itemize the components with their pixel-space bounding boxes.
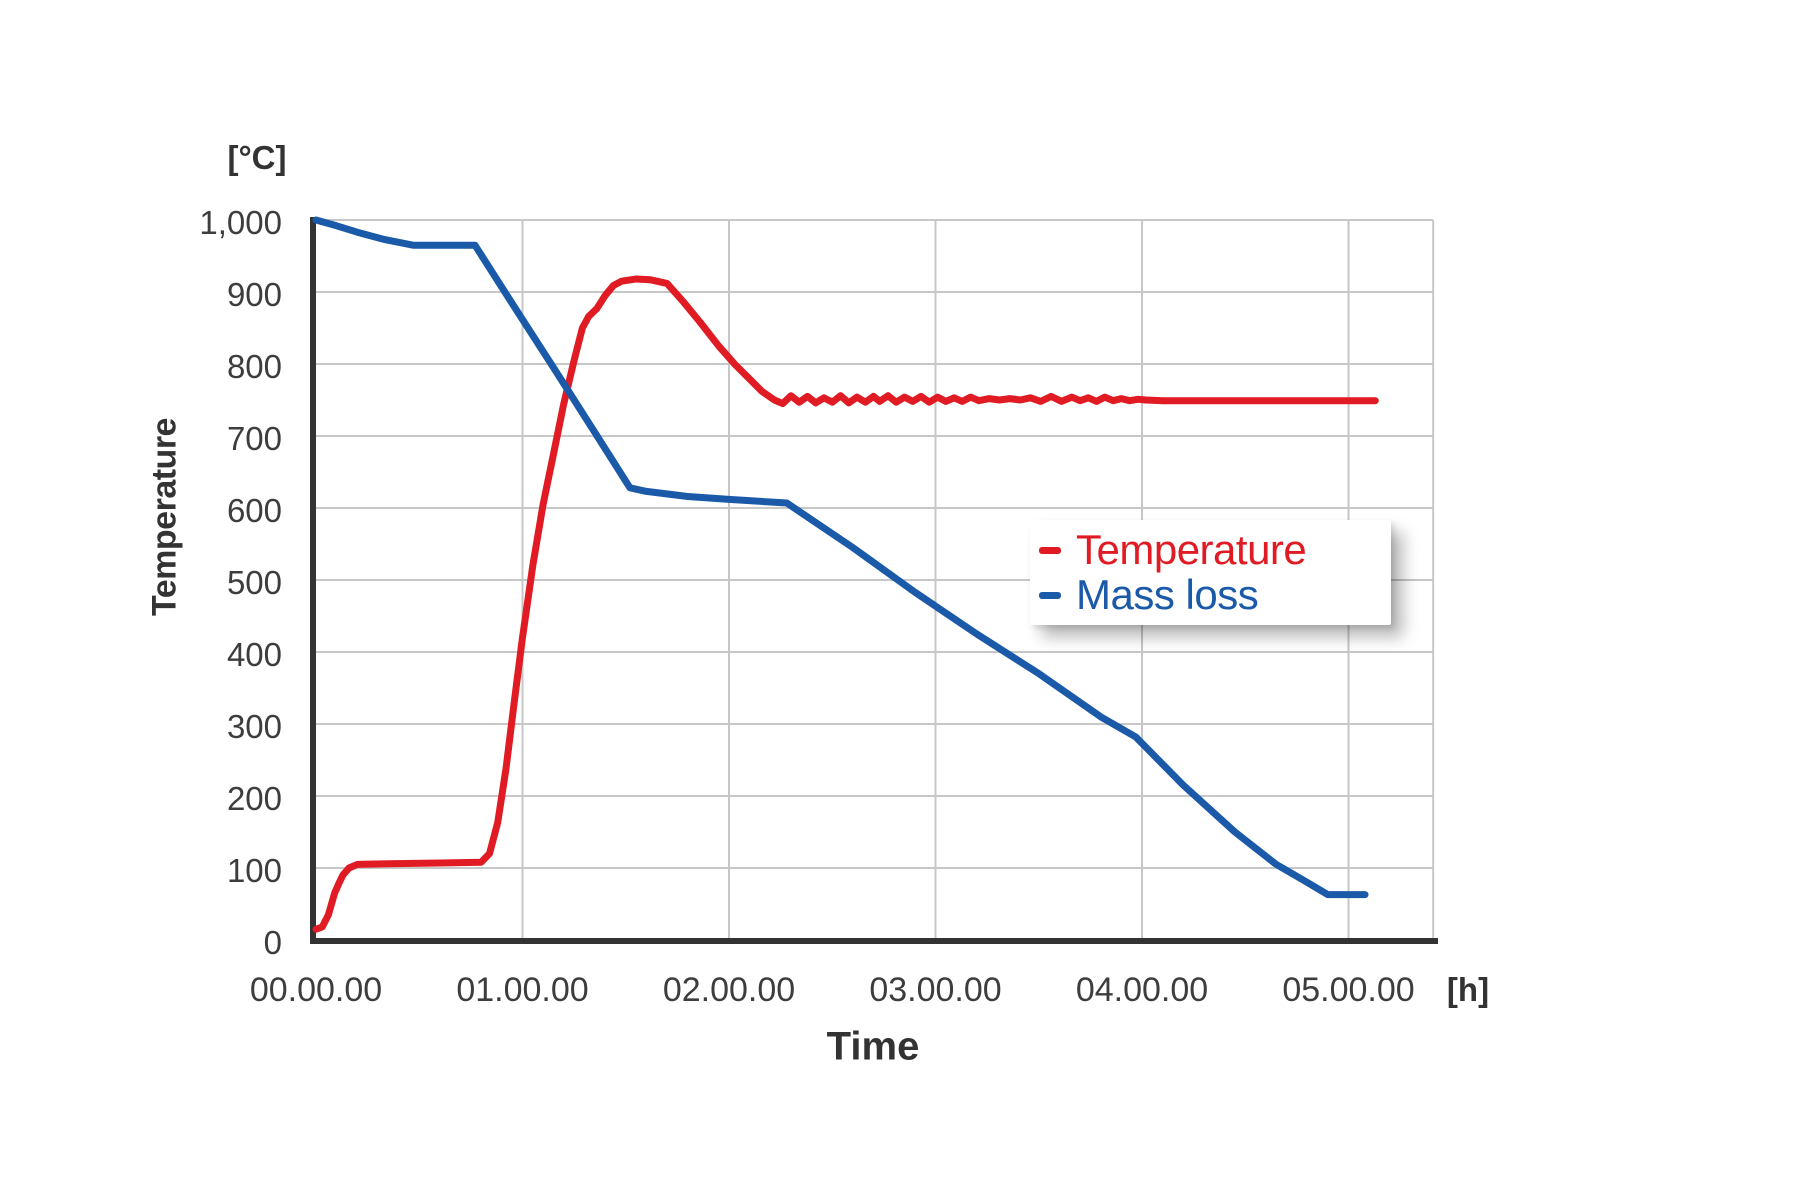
- x-tick-label: 05.00.00: [1282, 971, 1415, 1009]
- x-tick-label: 01.00.00: [456, 971, 589, 1009]
- x-tick-label: 00.00.00: [249, 971, 383, 1009]
- legend-item-mass-loss: Mass loss: [1039, 573, 1391, 618]
- y-tick-label: 1,000: [199, 204, 282, 241]
- y-tick-label: 500: [226, 564, 282, 601]
- x-axis-title: Time: [826, 1024, 920, 1069]
- legend-label-mass-loss: Mass loss: [1076, 571, 1259, 618]
- y-tick-label: 900: [226, 276, 282, 313]
- legend-item-temperature: Temperature: [1039, 528, 1391, 573]
- mass-loss-line-swatch-icon: [1039, 591, 1061, 599]
- x-tick-label: 02.00.00: [662, 971, 796, 1009]
- mass-loss-line: [312, 216, 1369, 899]
- x-tick-label: 03.00.00: [869, 971, 1002, 1009]
- y-tick-label: 300: [226, 708, 282, 745]
- temperature-line: [312, 275, 1379, 933]
- y-tick-label: 0: [263, 924, 282, 961]
- x-axis-unit-label: [h]: [1446, 971, 1490, 1008]
- y-tick-label: 200: [226, 780, 282, 817]
- legend: Temperature Mass loss: [1030, 520, 1391, 625]
- y-tick-label: 700: [226, 420, 282, 457]
- temperature-line-swatch-icon: [1039, 546, 1061, 554]
- y-tick-label: 400: [226, 636, 282, 673]
- x-tick-label: 04.00.00: [1075, 971, 1209, 1009]
- y-tick-label: 800: [226, 348, 282, 385]
- legend-label-temperature: Temperature: [1076, 526, 1307, 573]
- y-tick-label: 100: [226, 852, 282, 889]
- y-axis-unit-label: [°C]: [227, 139, 287, 176]
- y-tick-label: 600: [226, 492, 282, 529]
- y-axis-title: Temperature: [145, 418, 184, 616]
